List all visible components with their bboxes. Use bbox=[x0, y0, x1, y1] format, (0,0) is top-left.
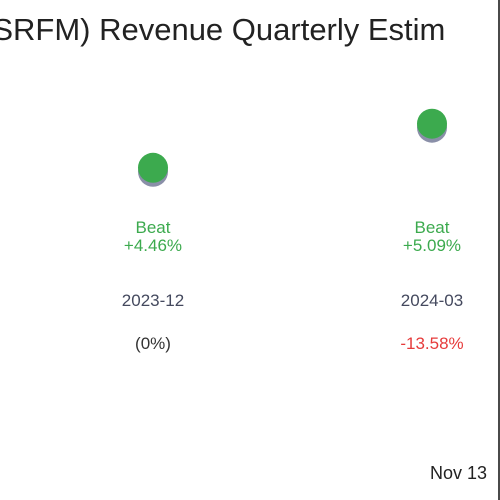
surprise-label: +5.09% bbox=[403, 236, 461, 255]
data-point-marker bbox=[417, 108, 447, 139]
category-label: 2023-12 bbox=[122, 291, 184, 310]
chart-marks: Beat+4.46%2023-12(0%)Beat+5.09%2024-03-1… bbox=[122, 108, 464, 353]
chart-title: (SRFM) Revenue Quarterly Estim bbox=[0, 12, 446, 47]
data-point-marker bbox=[138, 152, 168, 183]
surprise-label: +4.46% bbox=[124, 236, 182, 255]
category-label: 2024-03 bbox=[401, 291, 463, 310]
footer-date: Nov 13 bbox=[430, 463, 488, 483]
result-label: Beat bbox=[136, 218, 171, 237]
change-label: -13.58% bbox=[400, 334, 463, 353]
result-label: Beat bbox=[415, 218, 450, 237]
change-label: (0%) bbox=[135, 334, 171, 353]
right-border bbox=[498, 0, 500, 500]
